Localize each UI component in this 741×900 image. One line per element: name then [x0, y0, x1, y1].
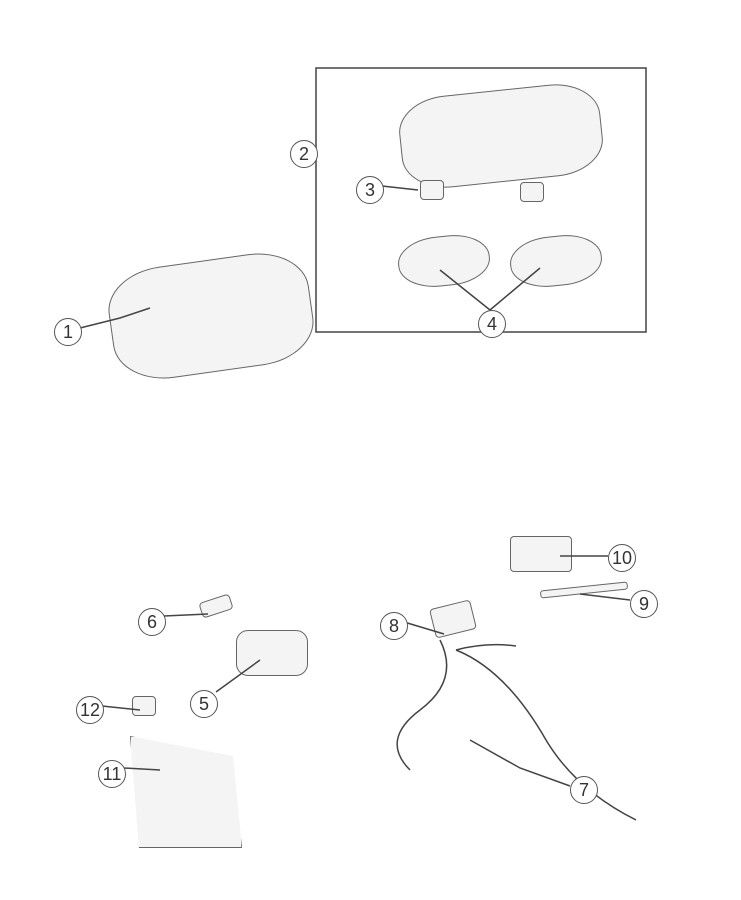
diagram-stage: 1 2 3 4 5 6 7 8 9 10 11 12 — [0, 0, 741, 900]
leader-3 — [382, 186, 418, 190]
part-bulb-small — [198, 593, 233, 618]
callout-2: 2 — [290, 140, 318, 168]
callout-12: 12 — [76, 696, 104, 724]
callout-9: 9 — [630, 590, 658, 618]
callout-11: 11 — [98, 760, 126, 788]
callout-4: 4 — [478, 310, 506, 338]
part-trim-panel — [130, 736, 242, 848]
leader-7 — [470, 740, 570, 786]
part-wiring-harness — [397, 640, 636, 820]
part-reading-lamp — [236, 630, 308, 676]
part-switch — [429, 599, 477, 638]
callout-6: 6 — [138, 608, 166, 636]
part-console-housing — [396, 80, 607, 193]
callout-8: 8 — [380, 612, 408, 640]
part-lens-left — [396, 231, 493, 290]
callout-5: 5 — [190, 690, 218, 718]
part-rod — [540, 581, 628, 598]
part-overhead-console — [103, 246, 319, 385]
part-bulb-a — [420, 180, 444, 200]
part-bulb-b — [520, 182, 544, 202]
part-clip — [132, 696, 156, 716]
callout-10: 10 — [608, 544, 636, 572]
callout-3: 3 — [356, 176, 384, 204]
leader-9 — [580, 594, 630, 600]
callout-1: 1 — [54, 318, 82, 346]
part-lens-right — [508, 231, 605, 290]
callout-7: 7 — [570, 776, 598, 804]
part-bracket — [510, 536, 572, 572]
